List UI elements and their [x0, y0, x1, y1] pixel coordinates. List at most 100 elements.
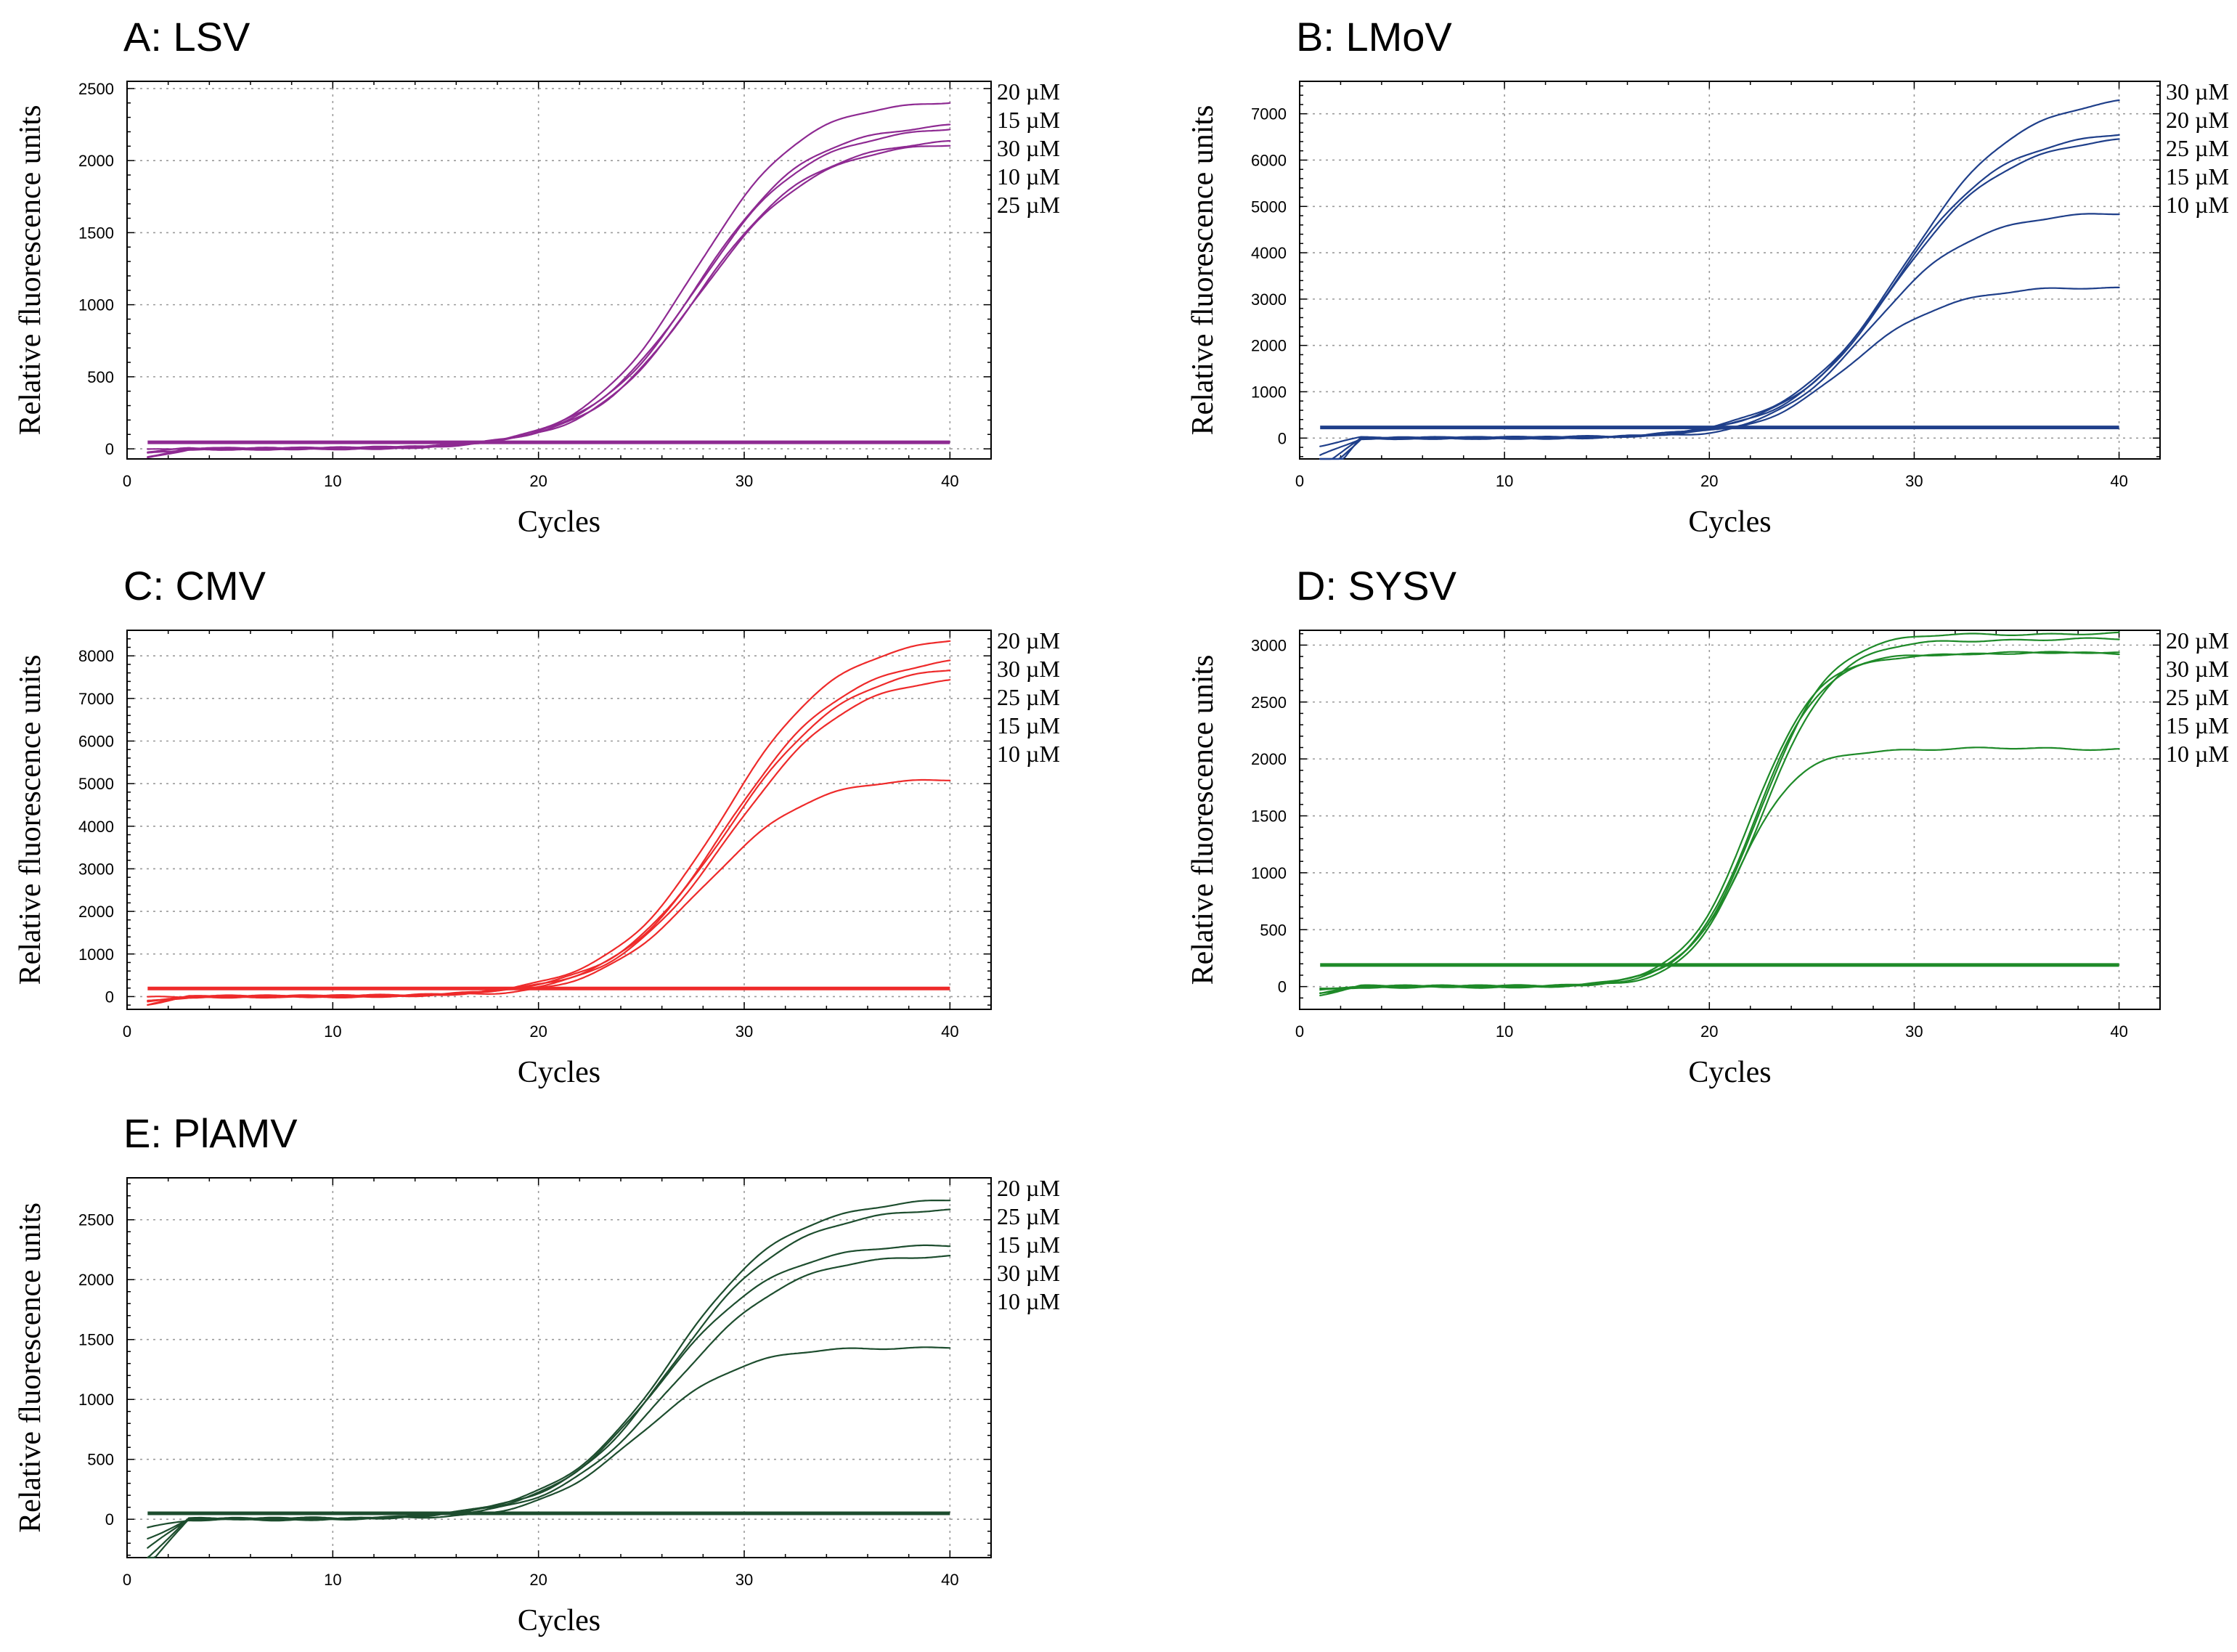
legend-label: 20 µM	[997, 627, 1060, 654]
chart-panel-e: E: PlAMV 0 10 20 30 40 0 500 1000 1500 2000 2500 Cyc…	[14, 1110, 1060, 1637]
y-tick-label: 2000	[78, 1271, 114, 1289]
y-tick-label: 1500	[1251, 807, 1287, 826]
y-tick-label: 2500	[78, 1211, 114, 1229]
panel-title: E: PlAMV	[123, 1110, 298, 1156]
legend-label: 10 µM	[997, 163, 1060, 190]
chart-panel-b: B: LMoV 0 10 20 30 40 0 1000 2000 3000 4000 5000 600…	[1186, 14, 2229, 539]
series-line-20m	[147, 102, 951, 451]
legend-label: 10 µM	[2166, 192, 2229, 218]
panel-title: D: SYSV	[1296, 563, 1457, 609]
x-tick-label: 0	[123, 1571, 131, 1589]
y-tick-label: 3000	[1251, 290, 1287, 309]
legend-label: 20 µM	[2166, 107, 2229, 133]
x-tick-label: 20	[529, 1571, 547, 1589]
legend-label: 15 µM	[997, 1232, 1060, 1258]
panel-title: B: LMoV	[1296, 14, 1452, 60]
x-tick-label: 40	[941, 1022, 958, 1041]
legend-label: 10 µM	[997, 1288, 1060, 1314]
series-line-30m	[147, 1255, 951, 1559]
x-tick-label: 10	[1496, 472, 1513, 490]
x-axis-label: Cycles	[1688, 505, 1771, 539]
y-tick-label: 1500	[78, 1331, 114, 1349]
legend-label: 10 µM	[997, 741, 1060, 767]
x-tick-label: 40	[2110, 472, 2127, 490]
y-axis-label: Relative fluorescence units	[1186, 105, 1220, 436]
y-tick-label: 500	[1260, 921, 1287, 939]
legend-label: 25 µM	[2166, 135, 2229, 161]
y-tick-label: 6000	[78, 732, 114, 750]
series-line-15m	[147, 679, 951, 1006]
series-line-20m	[1319, 631, 2120, 990]
x-tick-label: 20	[529, 1022, 547, 1041]
y-tick-label: 0	[105, 988, 114, 1006]
plot-frame	[126, 630, 992, 1010]
y-tick-label: 7000	[1251, 105, 1287, 123]
y-tick-label: 500	[87, 1451, 114, 1469]
series-line-25m	[147, 145, 951, 459]
x-tick-label: 30	[736, 472, 753, 490]
plot-frame	[1299, 630, 2161, 1010]
legend-label: 15 µM	[2166, 712, 2229, 738]
y-tick-label: 1000	[78, 1391, 114, 1409]
x-tick-label: 30	[736, 1571, 753, 1589]
chart-panel-c: C: CMV 0 10 20 30 40 0 1000 2000 3000 4000 5000 6000…	[14, 563, 1060, 1089]
y-tick-label: 6000	[1251, 151, 1287, 169]
panel-title: A: LSV	[123, 14, 250, 60]
y-axis-label: Relative fluorescence units	[1186, 655, 1220, 985]
y-tick-label: 2000	[78, 903, 114, 921]
y-tick-label: 2000	[1251, 750, 1287, 768]
x-tick-label: 0	[123, 472, 131, 490]
legend-label: 20 µM	[2166, 627, 2229, 654]
series-line-30m	[147, 129, 951, 454]
legend-label: 30 µM	[997, 1260, 1060, 1286]
legend-label: 30 µM	[2166, 656, 2229, 682]
x-tick-label: 30	[736, 1022, 753, 1041]
x-tick-label: 40	[2110, 1022, 2127, 1041]
y-tick-label: 0	[1278, 978, 1287, 996]
x-tick-label: 20	[1700, 472, 1718, 490]
y-tick-label: 4000	[1251, 244, 1287, 262]
x-tick-label: 10	[324, 472, 341, 490]
y-axis-label: Relative fluorescence units	[14, 655, 47, 985]
y-tick-label: 8000	[78, 647, 114, 665]
series-line-10m	[1319, 286, 2120, 460]
series-line-10m	[1319, 746, 2120, 996]
x-tick-label: 10	[324, 1022, 341, 1041]
y-tick-label: 2000	[1251, 337, 1287, 355]
y-tick-label: 2500	[1251, 693, 1287, 712]
x-axis-label: Cycles	[1688, 1056, 1771, 1089]
series-line-20m	[147, 640, 951, 999]
legend-label: 25 µM	[2166, 684, 2229, 710]
y-tick-label: 1000	[78, 945, 114, 964]
legend-label: 25 µM	[997, 684, 1060, 710]
x-axis-label: Cycles	[518, 1604, 600, 1637]
plot-frame	[1299, 81, 2161, 460]
series-line-15m	[1319, 213, 2120, 460]
y-tick-label: 1000	[78, 296, 114, 314]
legend-label: 15 µM	[997, 107, 1060, 133]
y-tick-label: 0	[105, 1510, 114, 1529]
y-tick-label: 0	[1278, 429, 1287, 447]
legend-label: 20 µM	[997, 1175, 1060, 1201]
series-line-10m	[147, 139, 951, 458]
y-tick-label: 2000	[78, 152, 114, 170]
series-line-25m	[147, 1208, 951, 1540]
x-tick-label: 10	[324, 1571, 341, 1589]
series-line-30m	[1319, 99, 2120, 447]
legend-label: 30 µM	[997, 135, 1060, 161]
series-line-15m	[147, 1244, 951, 1549]
x-axis-label: Cycles	[518, 1056, 600, 1089]
series-line-20m	[147, 1200, 951, 1529]
legend-label: 15 µM	[2166, 163, 2229, 190]
chart-panel-d: D: SYSV 0 10 20 30 40 0 500 1000 1500 2000 2500 3000…	[1186, 563, 2229, 1089]
y-tick-label: 5000	[78, 775, 114, 793]
x-tick-label: 0	[1295, 472, 1304, 490]
legend-label: 25 µM	[997, 192, 1060, 218]
plot-frame	[126, 1177, 992, 1558]
legend-label: 30 µM	[2166, 78, 2229, 105]
chart-panel-a: A: LSV 0 10 20 30 40 0 500 1000 1500 2000 2500 Cycle…	[14, 14, 1060, 539]
x-tick-label: 10	[1496, 1022, 1513, 1041]
series-line-30m	[1319, 637, 2120, 991]
y-tick-label: 2500	[78, 80, 114, 98]
